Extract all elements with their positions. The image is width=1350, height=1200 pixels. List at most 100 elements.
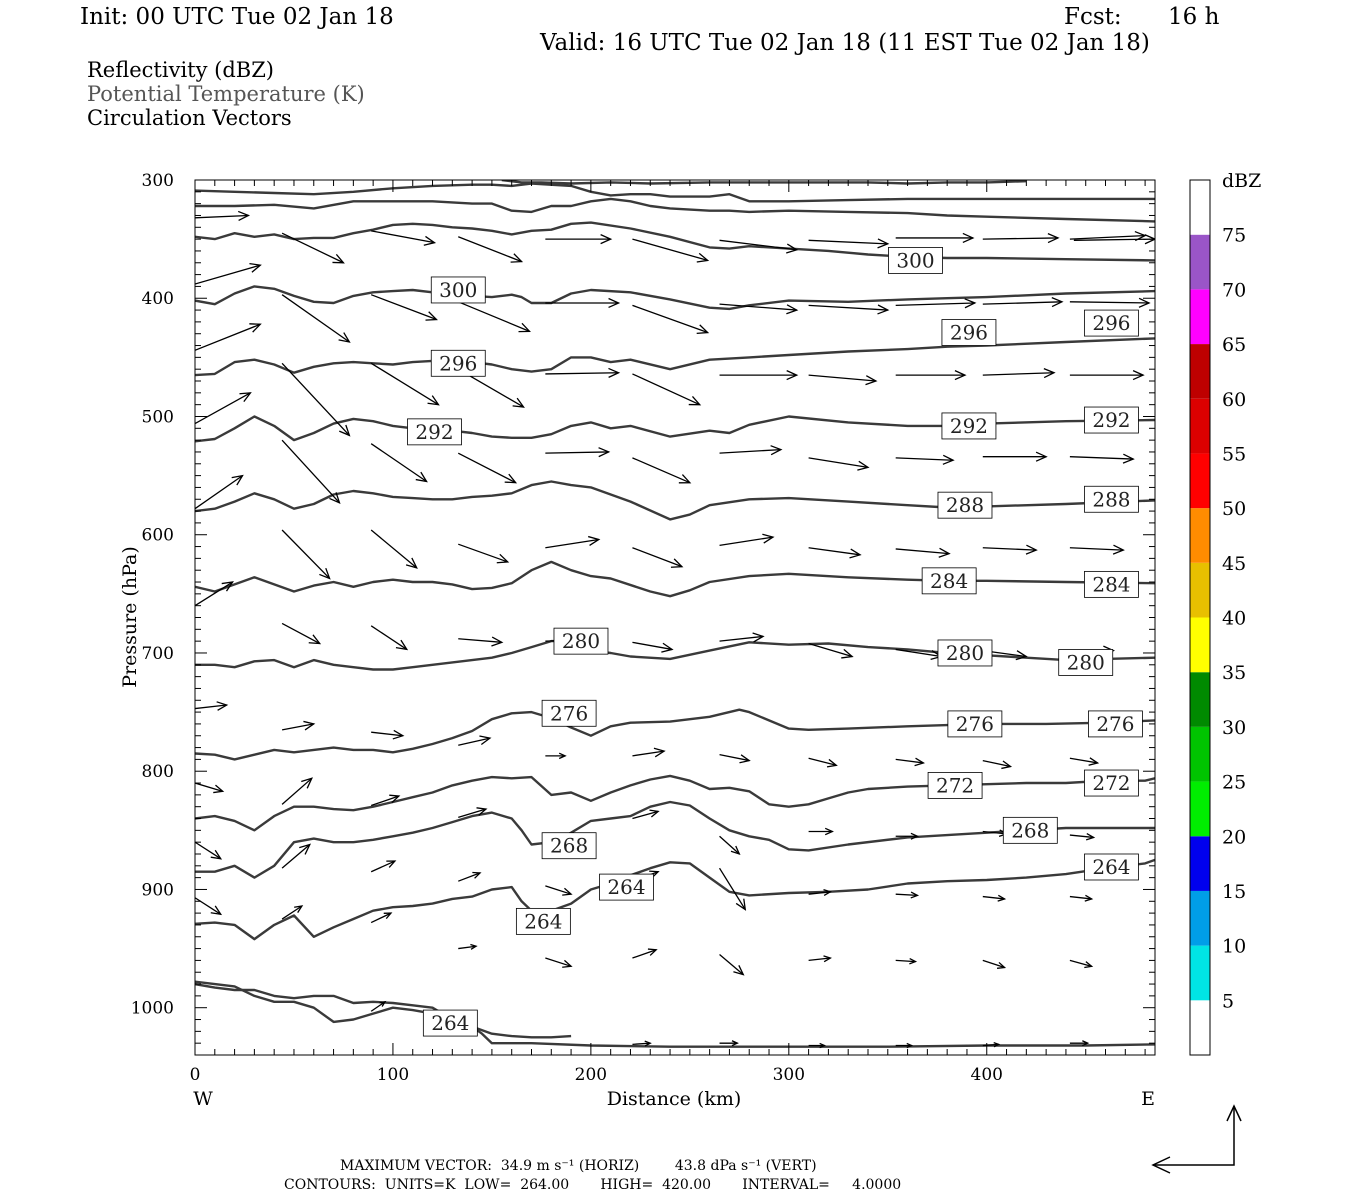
contour-info: CONTOURS: UNITS=K LOW= 264.00 HIGH= 420.… [284,1177,902,1193]
circulation-vector [719,303,799,315]
svg-text:292: 292 [1092,408,1130,432]
theta-contour-264-1 [195,980,1155,1048]
circulation-vector [370,860,397,873]
colorbar-segment [1190,508,1210,563]
circulation-vector [632,948,658,959]
circulation-vector [808,757,838,768]
theta-contour-312-13 [195,197,1155,223]
circulation-vector [195,841,223,860]
svg-text:284: 284 [1092,572,1130,596]
circulation-vector [457,452,518,484]
circulation-vector [632,457,692,484]
circulation-vector [632,547,684,568]
colorbar-level-label: 20 [1222,826,1246,848]
y-axis-label: Pressure (hPa) [119,546,141,688]
circulation-vector [982,959,1007,969]
circulation-vector [370,362,440,406]
colorbar-frame [1189,179,1211,1056]
circulation-vector [195,210,251,221]
colorbar-segment [1190,289,1210,345]
circulation-vector [719,953,745,976]
circulation-vector [632,238,710,263]
circulation-vector [458,943,478,950]
circulation-vector [195,323,262,351]
circulation-vector [281,439,341,504]
fcst-value: 16 h [1168,4,1220,30]
contour-label: 272 [1084,769,1139,797]
svg-text:296: 296 [1092,311,1130,335]
circulation-vector [982,759,1013,770]
contour-label: 264 [422,1009,478,1037]
circulation-vector [281,905,304,920]
circulation-vector [545,535,601,549]
svg-text:288: 288 [946,493,984,517]
circulation-vector [718,867,747,911]
circulation-vector [370,1000,387,1012]
contour-label: 296 [941,319,997,346]
circulation-vector [458,636,504,647]
colorbar-level-label: 60 [1222,389,1246,411]
circulation-vector [895,547,951,558]
circulation-vector [895,757,925,767]
circulation-vector [370,794,401,807]
circulation-vector [632,641,674,653]
circulation-vector [982,367,1056,379]
theta-contour-268-2 [195,858,1155,941]
circulation-vector [719,1040,739,1047]
x-tick-label: 300 [773,1065,805,1085]
colorbar: 5 10 15 20 25 30 35 40 45 50 55 60 65 70 75 [1189,179,1246,1056]
contour-label: 264 [515,907,571,935]
circulation-vector [895,1042,914,1049]
colorbar-segment [1190,945,1210,1001]
colorbar-segment [1190,180,1210,235]
contour-label: 276 [1088,710,1143,738]
circulation-vector [632,373,702,406]
theta-contour-292-8 [195,480,1155,521]
circulation-vector [195,782,225,794]
contour-label: 284 [1084,570,1139,598]
y-tick-label: 300 [142,171,174,191]
y-tick-label: 800 [142,762,174,782]
colorbar-level-label: 40 [1222,608,1246,630]
circulation-vector [195,392,252,425]
svg-text:268: 268 [1011,818,1049,842]
circulation-vector [895,891,920,899]
circulation-vector [545,752,567,760]
svg-text:264: 264 [524,909,562,933]
circulation-vector [982,297,1064,308]
circulation-vector [982,894,1007,902]
field-theta: Potential Temperature (K) [87,82,365,106]
x-tick-label: 100 [377,1065,409,1085]
circulation-vector [195,581,234,607]
contour-label: 296 [1084,309,1139,337]
circulation-vector [458,301,531,333]
svg-text:296: 296 [950,321,988,345]
contour-label: 288 [1084,485,1139,513]
circulation-vector [719,239,799,254]
circulation-vector [458,543,510,564]
x-end-east: E [1141,1088,1155,1110]
contour-label: 296 [430,349,486,377]
circulation-vector [195,897,223,916]
max-vector-info: MAXIMUM VECTOR: 34.9 m s⁻¹ (HORIZ) 43.8 … [340,1158,817,1174]
circulation-vector [982,1041,1001,1048]
circulation-vector [1069,1040,1090,1047]
field-vectors: Circulation Vectors [87,106,292,130]
circulation-vector [1073,234,1155,245]
svg-text:292: 292 [415,420,453,444]
colorbar-segment [1190,890,1210,946]
colorbar-segment [1190,562,1210,618]
contour-label: 284 [921,567,977,595]
svg-text:284: 284 [930,569,968,593]
colorbar-level-label: 75 [1222,225,1246,247]
svg-text:276: 276 [550,701,588,725]
svg-text:272: 272 [1092,771,1130,795]
colorbar-level-label: 70 [1222,279,1246,301]
circulation-vector [370,294,438,321]
svg-text:300: 300 [439,278,477,302]
theta-contour-304-11 [195,285,1155,311]
circulation-vector [281,294,351,343]
colorbar-level-label: 65 [1222,334,1246,356]
theta-contour-276-4 [195,774,1155,832]
circulation-vector [808,457,870,471]
